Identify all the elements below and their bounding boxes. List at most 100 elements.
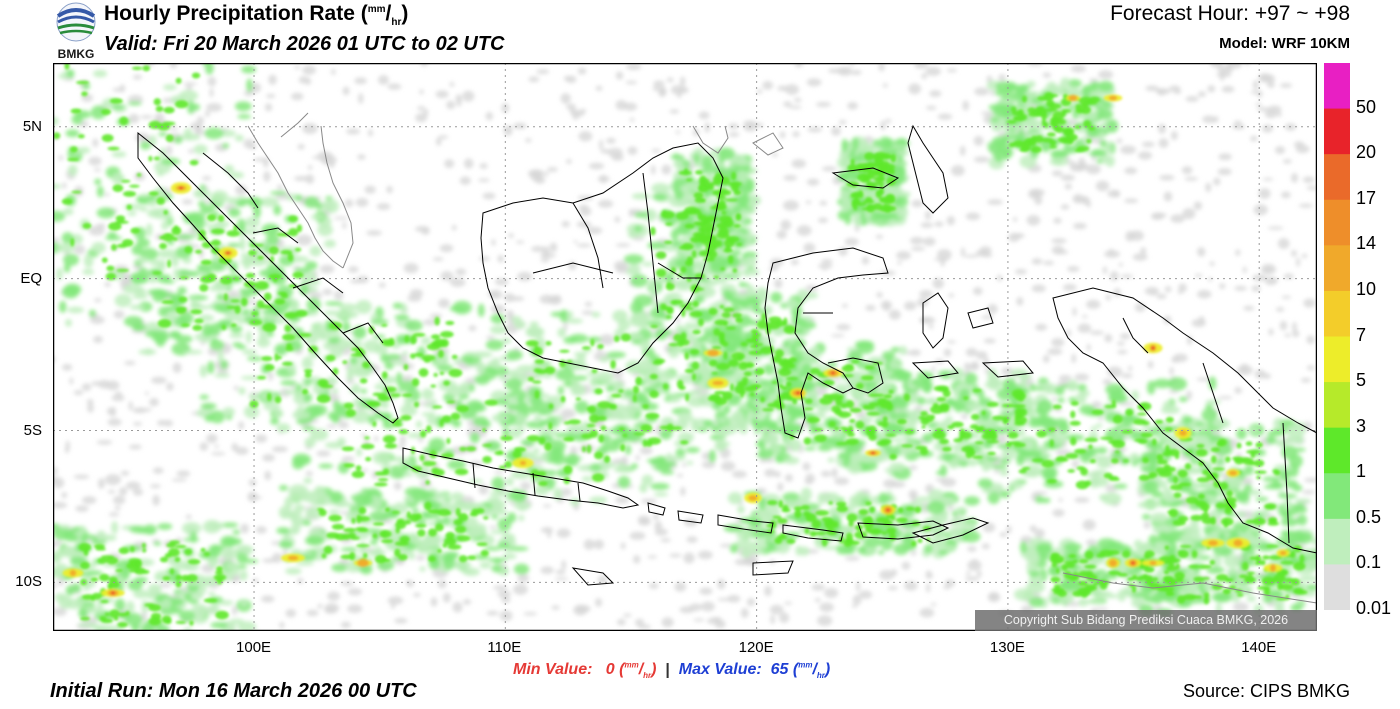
precip-blob bbox=[325, 195, 333, 201]
precip-blob bbox=[230, 299, 241, 303]
precip-blob bbox=[1073, 222, 1087, 230]
precip-blob bbox=[1086, 299, 1101, 310]
precip-blob bbox=[623, 102, 638, 111]
precip-blob bbox=[209, 410, 225, 424]
precip-blob bbox=[863, 536, 883, 548]
precip-blob bbox=[302, 426, 316, 431]
precip-blob bbox=[509, 395, 519, 401]
precip-blob bbox=[295, 310, 308, 317]
precip-blob bbox=[543, 373, 552, 379]
precip-blob bbox=[576, 220, 592, 228]
precip-blob bbox=[53, 183, 62, 190]
precip-blob bbox=[183, 592, 193, 602]
precip-blob bbox=[1047, 348, 1063, 355]
precip-blob bbox=[1280, 191, 1291, 199]
precip-blob bbox=[807, 126, 823, 133]
precip-blob bbox=[1227, 568, 1240, 575]
precip-blob bbox=[528, 169, 544, 178]
precip-blob bbox=[675, 130, 681, 135]
precip-blob bbox=[248, 144, 257, 150]
precip-blob bbox=[161, 233, 175, 242]
precip-blob bbox=[277, 184, 283, 191]
precip-blob bbox=[699, 587, 713, 595]
precip-blob bbox=[1214, 419, 1231, 429]
precip-blob bbox=[263, 157, 269, 168]
precip-blob bbox=[263, 171, 271, 182]
precip-blob bbox=[566, 318, 584, 324]
precip-blob bbox=[1247, 536, 1260, 545]
precip-blob bbox=[447, 459, 467, 470]
precip-blob bbox=[296, 577, 304, 584]
precip-blob bbox=[928, 324, 934, 329]
precip-blob bbox=[1095, 423, 1103, 428]
precip-blob bbox=[407, 294, 422, 302]
precip-blob bbox=[1273, 417, 1285, 430]
precip-blob bbox=[1196, 377, 1211, 382]
precip-blob bbox=[238, 287, 258, 294]
precip-blob bbox=[666, 77, 674, 83]
precip-blob bbox=[805, 473, 815, 484]
precip-blob bbox=[542, 246, 550, 258]
precip-blob bbox=[1016, 452, 1025, 466]
precip-blob bbox=[647, 241, 667, 250]
precip-blob bbox=[987, 379, 1002, 391]
precip-blob bbox=[790, 306, 803, 317]
precip-blob bbox=[53, 210, 66, 222]
precip-blob bbox=[785, 299, 799, 309]
precip-blob bbox=[279, 621, 285, 629]
precip-blob bbox=[568, 261, 577, 271]
precip-blob bbox=[889, 411, 909, 421]
precip-blob bbox=[409, 353, 416, 359]
precip-blob bbox=[394, 314, 410, 321]
precip-blob bbox=[257, 255, 264, 260]
precip-blob bbox=[378, 282, 386, 288]
precip-blob bbox=[1101, 492, 1122, 505]
precip-blob bbox=[687, 396, 707, 408]
precip-blob bbox=[746, 597, 756, 607]
precip-blob bbox=[419, 566, 426, 572]
precip-blob bbox=[910, 550, 917, 556]
precip-blob bbox=[499, 610, 513, 621]
precip-blob bbox=[408, 551, 415, 560]
precip-blob bbox=[349, 278, 363, 284]
precip-blob bbox=[78, 622, 97, 628]
precip-blob bbox=[172, 332, 180, 337]
precip-blob bbox=[1143, 451, 1159, 459]
precip-blob bbox=[1096, 455, 1112, 469]
precip-blob bbox=[1033, 491, 1048, 495]
precip-blob bbox=[1152, 378, 1172, 389]
precip-blob bbox=[147, 583, 162, 596]
logo-text: BMKG bbox=[58, 47, 95, 60]
precip-blob bbox=[381, 371, 388, 379]
precip-blob bbox=[1280, 517, 1299, 527]
precip-blob bbox=[324, 606, 337, 614]
precip-blob bbox=[454, 468, 469, 476]
precip-blob bbox=[56, 242, 76, 253]
precip-blob bbox=[194, 249, 202, 254]
precip-blob bbox=[850, 69, 862, 75]
precip-blob bbox=[278, 484, 289, 491]
precip-blob bbox=[391, 360, 408, 366]
precip-blob bbox=[303, 393, 313, 403]
precip-blob bbox=[183, 128, 193, 141]
precip-blob bbox=[208, 591, 216, 597]
precip-blob bbox=[1113, 288, 1121, 297]
precip-blob bbox=[273, 409, 284, 418]
precip-blob bbox=[1163, 315, 1172, 325]
precip-blob bbox=[348, 266, 359, 273]
precip-blob bbox=[107, 146, 120, 151]
precip-blob bbox=[308, 490, 328, 497]
precip-blob bbox=[104, 281, 111, 287]
precip-blob bbox=[534, 414, 542, 424]
precip-blob bbox=[1140, 586, 1154, 595]
precip-blob bbox=[245, 330, 252, 344]
precip-blob bbox=[689, 603, 702, 612]
precip-blob bbox=[355, 465, 362, 471]
precip-blob bbox=[1077, 323, 1092, 334]
precip-blob bbox=[653, 80, 665, 87]
precip-blob bbox=[785, 84, 799, 95]
precip-blob bbox=[875, 234, 884, 239]
precip-blob bbox=[127, 210, 137, 217]
precip-blob bbox=[840, 198, 855, 211]
precip-blob bbox=[506, 309, 514, 319]
